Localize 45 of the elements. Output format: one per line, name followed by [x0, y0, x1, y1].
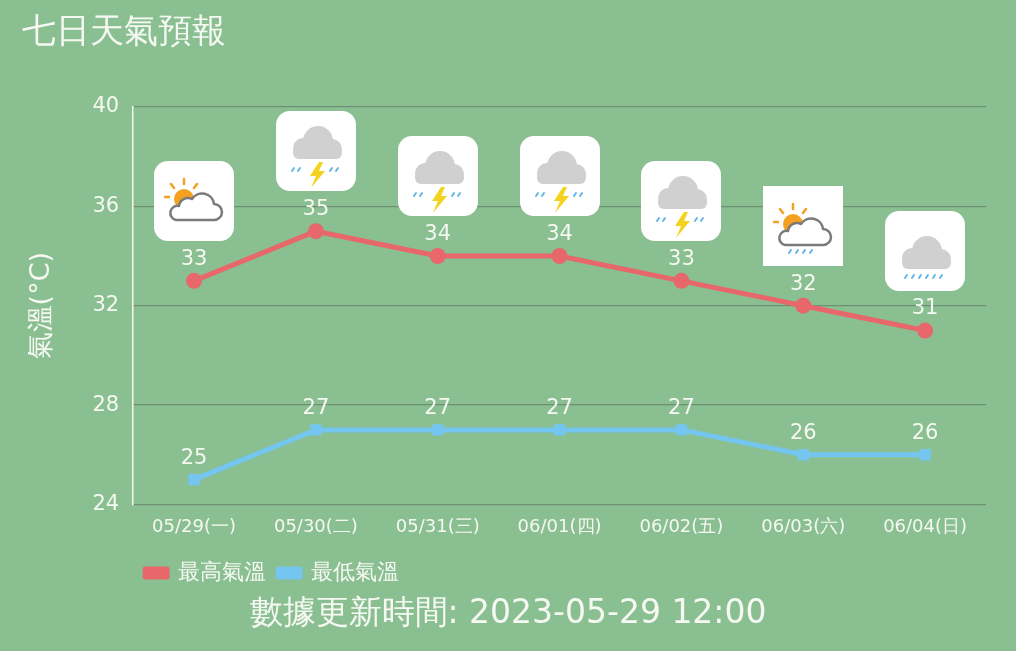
- x-tick-label: 06/03(六): [761, 514, 846, 536]
- point: [188, 473, 200, 486]
- x-tick-label: 05/31(三): [395, 514, 480, 536]
- y-tick-label: 36: [92, 192, 120, 217]
- y-tick-label: 24: [92, 490, 120, 515]
- x-tick-label: 05/30(二): [273, 514, 358, 536]
- point: [917, 322, 934, 339]
- x-tick-label: 06/04(日): [883, 514, 968, 536]
- data-label: 34: [424, 220, 452, 245]
- legend-label: 最高氣溫: [178, 558, 267, 584]
- data-label: 27: [546, 394, 573, 419]
- y-axis-title: 氣溫(°C): [24, 251, 56, 360]
- data-label: 33: [180, 245, 208, 270]
- point: [429, 248, 446, 265]
- point: [675, 424, 688, 436]
- point: [310, 424, 322, 436]
- data-label: 27: [302, 394, 330, 419]
- data-label: 26: [911, 419, 939, 444]
- data-label: 32: [789, 270, 817, 295]
- x-tick-label: 05/29(一): [152, 514, 236, 536]
- point: [797, 449, 809, 461]
- point: [307, 223, 324, 240]
- point: [795, 297, 812, 314]
- data-label: 33: [668, 245, 695, 270]
- data-label: 27: [668, 394, 695, 419]
- point: [919, 449, 931, 461]
- data-label: 31: [911, 295, 939, 320]
- y-tick-label: 28: [92, 391, 120, 416]
- y-tick-label: 40: [92, 93, 120, 118]
- point: [186, 272, 203, 289]
- point: [551, 248, 568, 265]
- chart-title: 七日天氣預報: [22, 9, 226, 52]
- legend-label: 最低氣溫: [311, 558, 400, 584]
- data-label: 27: [424, 394, 452, 419]
- x-tick-label: 06/02(五): [639, 514, 724, 536]
- data-label: 34: [546, 220, 573, 245]
- point: [673, 272, 690, 289]
- point: [553, 424, 566, 436]
- data-label: 26: [789, 419, 817, 444]
- data-label: 25: [180, 444, 208, 469]
- data-label: 35: [302, 196, 330, 221]
- x-tick-label: 06/01(四): [517, 514, 602, 536]
- text: 數據更新時間: 2023-05-29 12:00: [248, 591, 768, 633]
- y-tick-label: 32: [92, 292, 120, 317]
- point: [432, 424, 444, 436]
